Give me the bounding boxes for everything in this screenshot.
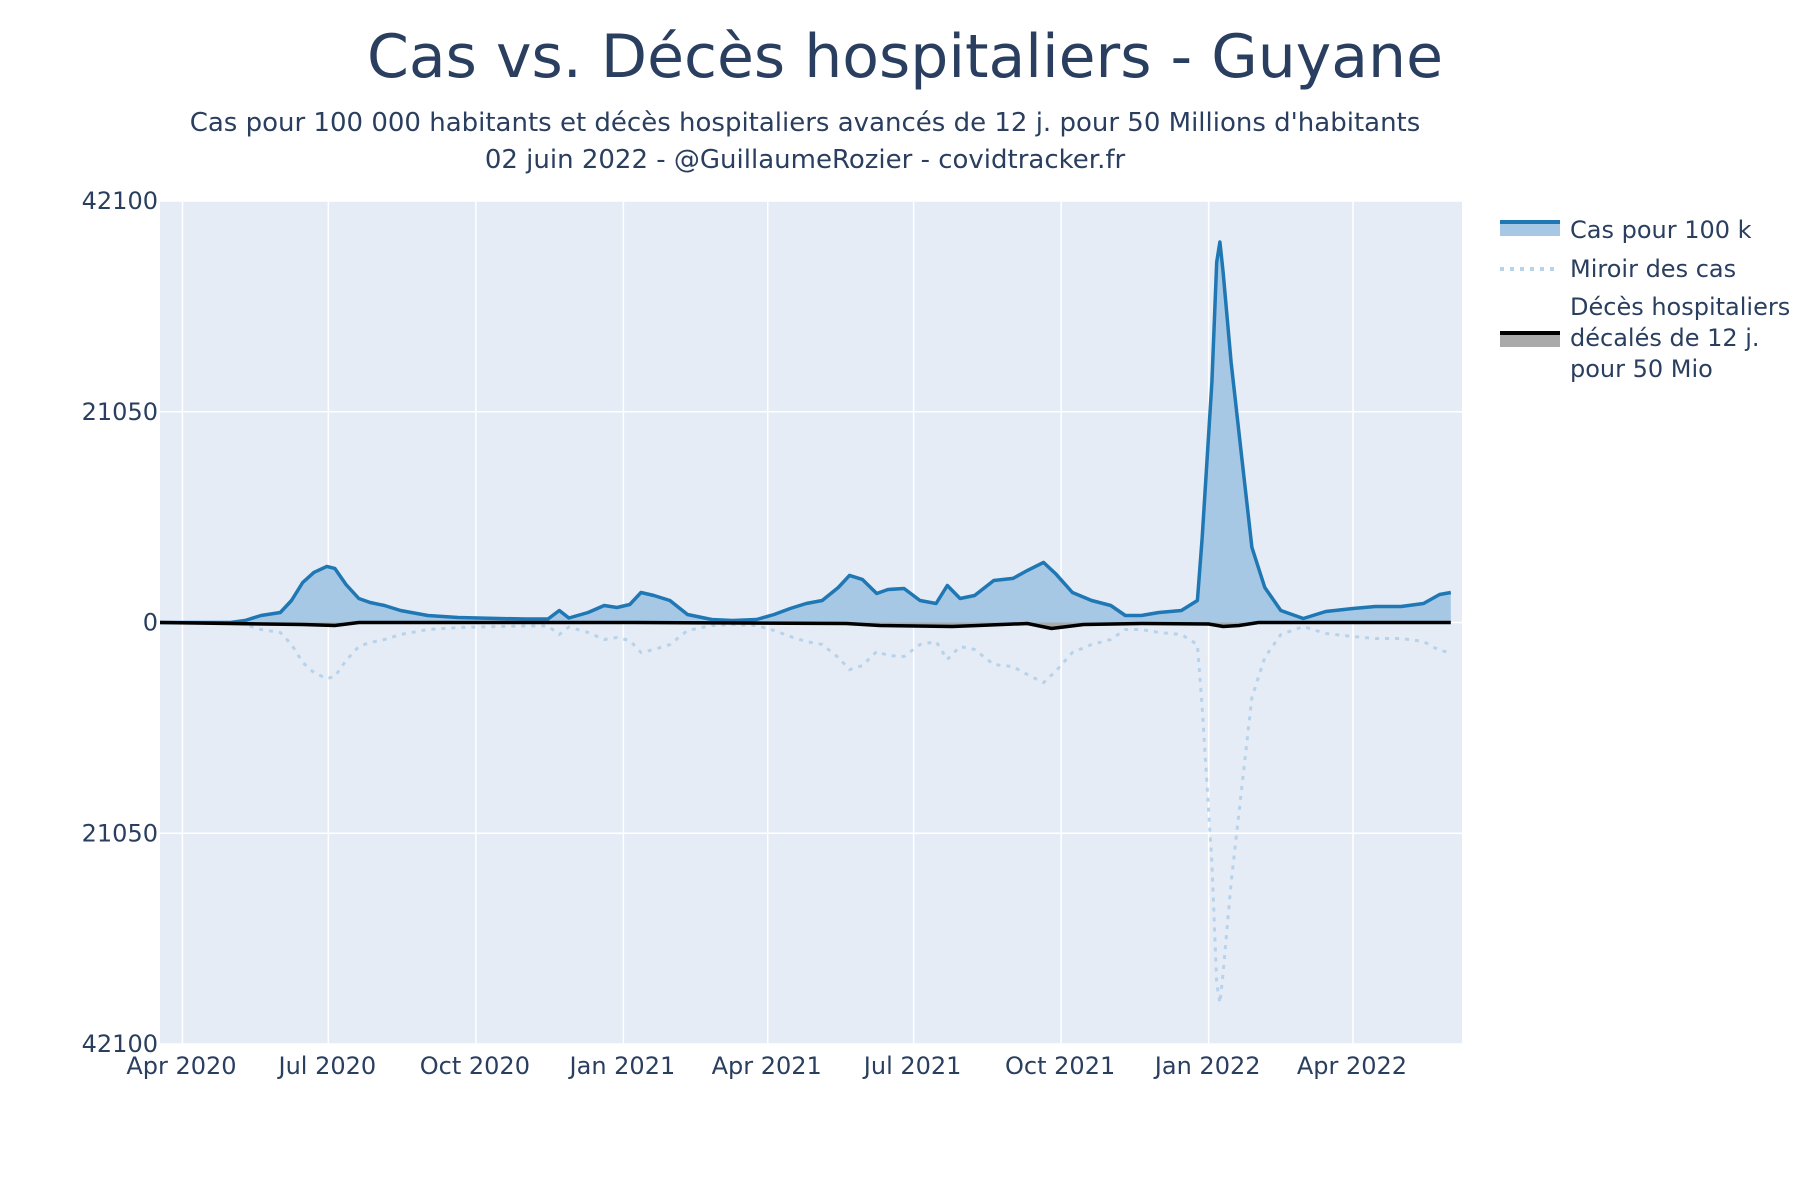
legend-swatch-cases <box>1500 222 1560 236</box>
x-tick-label: Apr 2022 <box>1297 1052 1407 1080</box>
x-tick-label: Jan 2022 <box>1153 1052 1261 1080</box>
y-tick-label: 21050 <box>82 398 158 426</box>
legend-label-mirror: Miroir des cas <box>1570 255 1736 283</box>
cases-line <box>160 240 1452 625</box>
legend-label-deaths-2: décalés de 12 j. <box>1570 324 1760 352</box>
x-tick-label: Apr 2021 <box>712 1052 822 1080</box>
y-axis: 42100 21050 0 21050 42100 <box>82 187 158 1058</box>
legend-item-mirror[interactable]: Miroir des cas <box>1500 255 1736 283</box>
legend[interactable]: Cas pour 100 k Miroir des cas Décès hosp… <box>1500 216 1790 383</box>
x-tick-label: Jul 2021 <box>862 1052 962 1080</box>
legend-item-deaths[interactable]: Décès hospitaliers décalés de 12 j. pour… <box>1500 293 1790 383</box>
y-tick-label: 21050 <box>82 819 158 847</box>
x-tick-label: Jul 2020 <box>277 1052 377 1080</box>
legend-label-deaths-3: pour 50 Mio <box>1570 355 1713 383</box>
y-tick-label: 42100 <box>82 1030 158 1058</box>
x-tick-label: Oct 2020 <box>420 1052 530 1080</box>
chart-credit-line: 02 juin 2022 - @GuillaumeRozier - covidt… <box>484 145 1126 175</box>
deaths-line <box>159 620 1451 631</box>
mirror-cases-line <box>160 621 1452 1004</box>
legend-swatch-deaths <box>1500 333 1560 347</box>
y-tick-label: 0 <box>143 609 158 637</box>
x-tick-label: Jan 2021 <box>568 1052 676 1080</box>
series-layer <box>159 240 1452 1004</box>
chart-subtitle: Cas pour 100 000 habitants et décès hosp… <box>189 108 1421 138</box>
x-axis: Apr 2020 Jul 2020 Oct 2020 Jan 2021 Apr 2021… <box>126 1052 1407 1080</box>
chart-title: Cas vs. Décès hospitaliers - Guyane <box>366 22 1443 92</box>
x-tick-label: Apr 2020 <box>126 1052 236 1080</box>
x-tick-label: Oct 2021 <box>1005 1052 1115 1080</box>
legend-label-deaths-1: Décès hospitaliers <box>1570 293 1790 321</box>
y-tick-label: 42100 <box>82 187 158 215</box>
legend-item-cases[interactable]: Cas pour 100 k <box>1500 216 1752 244</box>
legend-label-cases: Cas pour 100 k <box>1570 216 1752 244</box>
